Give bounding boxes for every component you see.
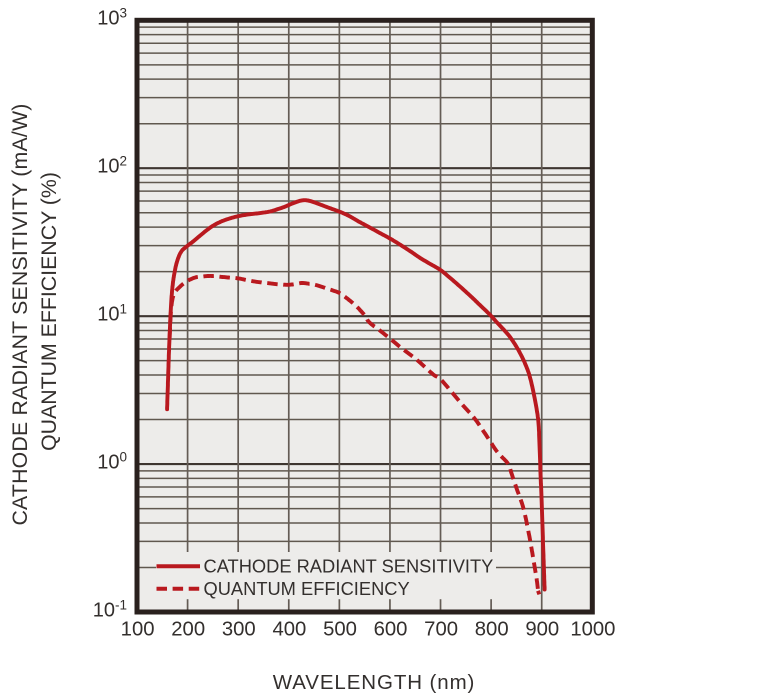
svg-text:QUANTUM EFFICIENCY: QUANTUM EFFICIENCY (204, 578, 410, 599)
svg-text:900: 900 (525, 619, 559, 641)
svg-text:102: 102 (97, 154, 127, 178)
svg-text:800: 800 (475, 619, 509, 641)
svg-text:101: 101 (97, 302, 127, 326)
svg-text:1000: 1000 (570, 619, 615, 641)
svg-text:100: 100 (97, 450, 127, 474)
svg-text:100: 100 (121, 619, 155, 641)
svg-text:QUANTUM EFFICIENCY (%): QUANTUM EFFICIENCY (%) (37, 172, 61, 451)
svg-text:10-1: 10-1 (93, 597, 127, 621)
svg-text:WAVELENGTH (nm): WAVELENGTH (nm) (273, 671, 476, 694)
svg-text:600: 600 (374, 619, 408, 641)
svg-text:200: 200 (171, 619, 205, 641)
svg-text:300: 300 (222, 619, 256, 641)
svg-text:103: 103 (97, 6, 127, 30)
svg-text:700: 700 (424, 619, 458, 641)
svg-text:400: 400 (272, 619, 306, 641)
svg-text:CATHODE RADIANT SENSITIVITY: CATHODE RADIANT SENSITIVITY (204, 555, 494, 576)
svg-text:500: 500 (323, 619, 357, 641)
svg-text:CATHODE RADIANT SENSITIVITY (m: CATHODE RADIANT SENSITIVITY (mA/W) (8, 103, 32, 525)
